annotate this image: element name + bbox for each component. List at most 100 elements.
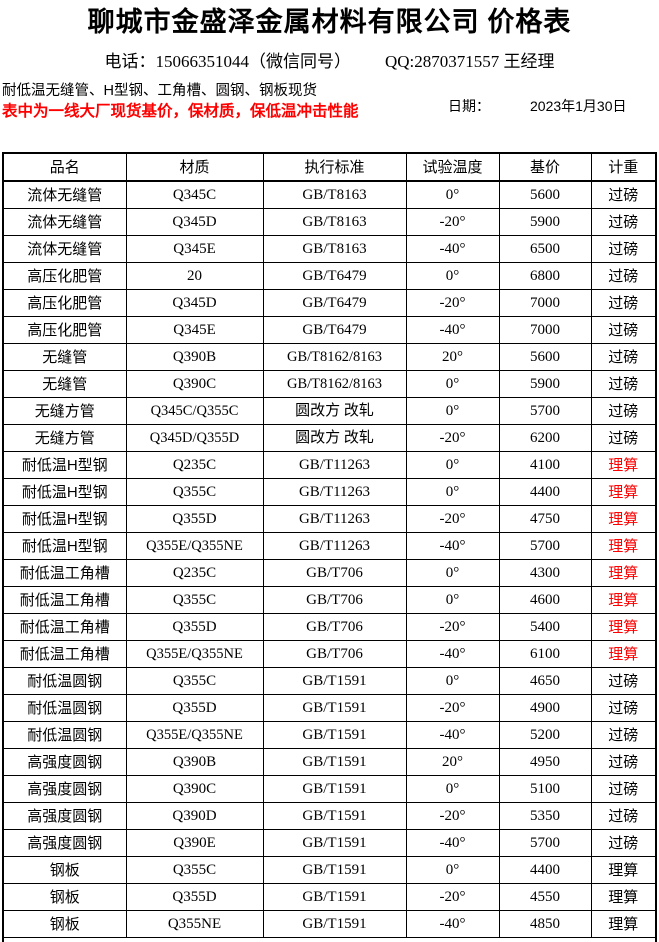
date-value: 2023年1月30日 [530, 98, 627, 114]
cell-weighing-method: 理算 [590, 478, 657, 506]
cell-material-grade: Q355E/Q355NE [125, 532, 264, 560]
cell-weighing-method: 过磅 [590, 424, 657, 452]
cell-product-name: 高强度圆钢 [2, 748, 127, 776]
cell-weighing-method: 过磅 [590, 289, 657, 317]
cell-product-name: 流体无缝管 [2, 208, 127, 236]
cell-product-name: 耐低温H型钢 [2, 532, 127, 560]
table-row: 无缝方管 Q345D/Q355D 圆改方 改轧 -20° 6200 过磅 [2, 424, 657, 452]
cell-weighing-method: 理算 [590, 856, 657, 884]
column-header-price: 基价 [498, 152, 592, 182]
table-row: 流体无缝管 Q345C GB/T8163 0° 5600 过磅 [2, 180, 657, 209]
product-summary: 耐低温无缝管、H型钢、工角槽、圆钢、钢板现货 [2, 83, 317, 99]
cell-test-temperature: -40° [405, 316, 500, 344]
cell-standard: GB/T1591 [262, 694, 407, 722]
column-header-name: 品名 [2, 152, 127, 182]
cell-base-price: 6500 [498, 235, 592, 263]
cell-material-grade: Q355D [125, 613, 264, 641]
cell-test-temperature: 0° [405, 667, 500, 695]
cell-material-grade: Q355D [125, 694, 264, 722]
cell-material-grade: Q345C [125, 180, 264, 209]
cell-weighing-method: 过磅 [590, 748, 657, 776]
cell-base-price: 4650 [498, 667, 592, 695]
cell-material-grade: Q345D/Q355D [125, 424, 264, 452]
cell-standard: GB/T6479 [262, 289, 407, 317]
table-row: 高强度圆钢 Q390E GB/T1591 -40° 5700 过磅 [2, 829, 657, 857]
table-row: 高强度圆钢 Q390B GB/T1591 20° 4950 过磅 [2, 748, 657, 776]
column-header-unit: 计重 [590, 152, 657, 182]
page-title: 聊城市金盛泽金属材料有限公司 价格表 [87, 7, 572, 37]
subheader: 耐低温无缝管、H型钢、工角槽、圆钢、钢板现货 表中为一线大厂现货基价，保材质，保… [0, 82, 659, 130]
cell-standard: GB/T6479 [262, 316, 407, 344]
cell-base-price: 4750 [498, 505, 592, 533]
table-row: 高压化肥管 Q345D GB/T6479 -20° 7000 过磅 [2, 289, 657, 317]
date-block: 日期： 2023年1月30日 [448, 96, 627, 116]
qq-contact: QQ:2870371557 王经理 [384, 52, 555, 71]
cell-test-temperature: -40° [405, 640, 500, 668]
cell-product-name: 无缝方管 [2, 397, 127, 425]
cell-test-temperature: 0° [405, 180, 500, 209]
cell-weighing-method: 理算 [590, 910, 657, 938]
cell-standard: GB/T1591 [262, 775, 407, 803]
cell-product-name: 无缝管 [2, 370, 127, 398]
cell-material-grade: Q390E [125, 829, 264, 857]
column-header-temp: 试验温度 [405, 152, 500, 182]
cell-standard: GB/T706 [262, 613, 407, 641]
cell-standard: GB/T706 [262, 586, 407, 614]
cell-material-grade: Q345D [125, 289, 264, 317]
cell-base-price: 4400 [498, 478, 592, 506]
cell-base-price: 4850 [498, 910, 592, 938]
cell-test-temperature: 0° [405, 586, 500, 614]
cell-product-name: 耐低温工角槽 [2, 586, 127, 614]
cell-test-temperature: 0° [405, 559, 500, 587]
cell-material-grade: Q355C [125, 667, 264, 695]
cell-material-grade: Q355D [125, 883, 264, 911]
footer-note: 欧标材质价格电议！ [2, 937, 657, 942]
cell-standard: GB/T1591 [262, 802, 407, 830]
cell-test-temperature: -20° [405, 289, 500, 317]
cell-base-price: 5100 [498, 775, 592, 803]
cell-base-price: 5350 [498, 802, 592, 830]
cell-test-temperature: -20° [405, 883, 500, 911]
cell-weighing-method: 过磅 [590, 775, 657, 803]
cell-product-name: 流体无缝管 [2, 180, 127, 209]
cell-product-name: 高强度圆钢 [2, 829, 127, 857]
cell-weighing-method: 过磅 [590, 667, 657, 695]
cell-material-grade: Q355C [125, 478, 264, 506]
subheader-left: 耐低温无缝管、H型钢、工角槽、圆钢、钢板现货 表中为一线大厂现货基价，保材质，保… [2, 82, 432, 122]
cell-base-price: 5900 [498, 208, 592, 236]
table-row: 高强度圆钢 Q390D GB/T1591 -20° 5350 过磅 [2, 802, 657, 830]
table-row: 耐低温H型钢 Q355D GB/T11263 -20° 4750 理算 [2, 505, 657, 533]
table-header-row: 品名 材质 执行标准 试验温度 基价 计重 [2, 152, 657, 182]
phone-label: 电话： [104, 52, 156, 71]
cell-test-temperature: -20° [405, 613, 500, 641]
table-row: 耐低温H型钢 Q235C GB/T11263 0° 4100 理算 [2, 451, 657, 479]
cell-weighing-method: 理算 [590, 451, 657, 479]
cell-product-name: 耐低温工角槽 [2, 640, 127, 668]
cell-weighing-method: 理算 [590, 640, 657, 668]
cell-material-grade: Q235C [125, 451, 264, 479]
cell-standard: GB/T8162/8163 [262, 343, 407, 371]
table-row: 流体无缝管 Q345D GB/T8163 -20° 5900 过磅 [2, 208, 657, 236]
cell-material-grade: Q355D [125, 505, 264, 533]
price-table: 品名 材质 执行标准 试验温度 基价 计重 流体无缝管 Q345C GB/T8163… [2, 152, 657, 942]
cell-standard: GB/T1591 [262, 721, 407, 749]
cell-test-temperature: 0° [405, 856, 500, 884]
cell-weighing-method: 过磅 [590, 829, 657, 857]
table-row: 钢板 Q355NE GB/T1591 -40° 4850 理算 [2, 910, 657, 938]
cell-standard: GB/T11263 [262, 451, 407, 479]
cell-standard: GB/T1591 [262, 856, 407, 884]
cell-base-price: 4300 [498, 559, 592, 587]
cell-standard: GB/T11263 [262, 505, 407, 533]
cell-standard: GB/T1591 [262, 829, 407, 857]
cell-test-temperature: 20° [405, 748, 500, 776]
cell-weighing-method: 过磅 [590, 343, 657, 371]
cell-product-name: 耐低温工角槽 [2, 559, 127, 587]
cell-base-price: 5600 [498, 180, 592, 209]
table-row: 高压化肥管 Q345E GB/T6479 -40° 7000 过磅 [2, 316, 657, 344]
cell-material-grade: Q235C [125, 559, 264, 587]
cell-material-grade: Q355C [125, 586, 264, 614]
cell-test-temperature: -40° [405, 829, 500, 857]
cell-product-name: 流体无缝管 [2, 235, 127, 263]
cell-product-name: 耐低温圆钢 [2, 721, 127, 749]
cell-base-price: 4900 [498, 694, 592, 722]
